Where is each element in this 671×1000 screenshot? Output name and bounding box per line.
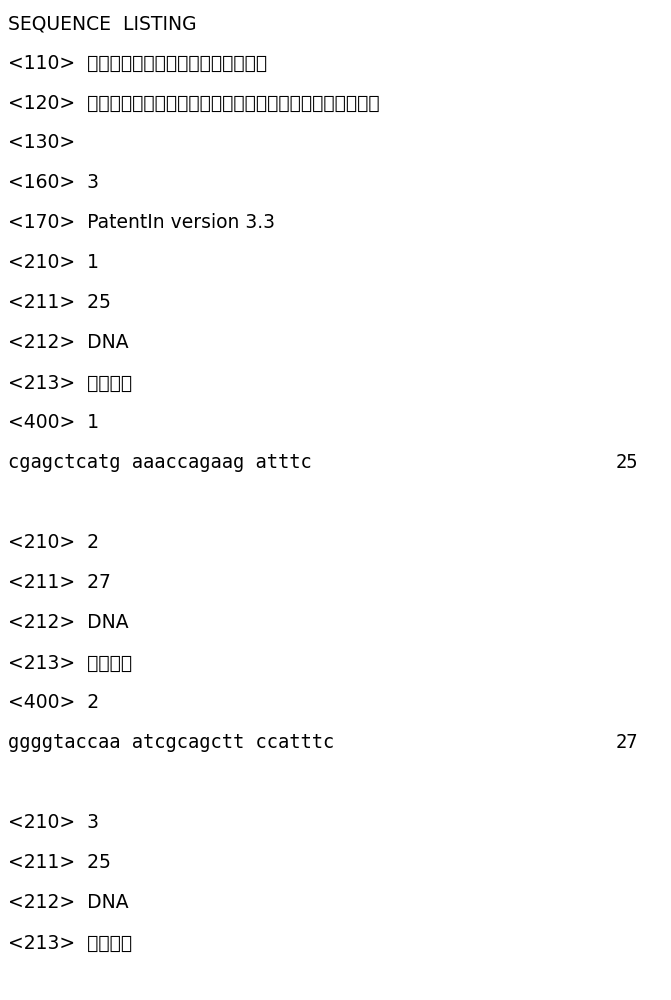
Text: <400>  2: <400> 2 — [8, 694, 99, 712]
Text: <213>  人工合成: <213> 人工合成 — [8, 373, 132, 392]
Text: <210>  2: <210> 2 — [8, 534, 99, 552]
Text: <212>  DNA: <212> DNA — [8, 613, 129, 633]
Text: <213>  人工合成: <213> 人工合成 — [8, 934, 132, 952]
Text: <160>  3: <160> 3 — [8, 174, 99, 192]
Text: <210>  1: <210> 1 — [8, 253, 99, 272]
Text: <211>  25: <211> 25 — [8, 854, 111, 872]
Text: <400>  1: <400> 1 — [8, 414, 99, 432]
Text: <211>  27: <211> 27 — [8, 574, 111, 592]
Text: <213>  人工合成: <213> 人工合成 — [8, 654, 132, 672]
Text: <170>  PatentIn version 3.3: <170> PatentIn version 3.3 — [8, 214, 275, 232]
Text: SEQUENCE  LISTING: SEQUENCE LISTING — [8, 14, 197, 33]
Text: cgagctcatg aaaccagaag atttc: cgagctcatg aaaccagaag atttc — [8, 454, 312, 473]
Text: <110>  中国科学院天津工业生物技术研究所: <110> 中国科学院天津工业生物技术研究所 — [8, 53, 267, 73]
Text: <212>  DNA: <212> DNA — [8, 334, 129, 353]
Text: 25: 25 — [615, 454, 638, 473]
Text: ggggtaccaa atcgcagctt ccatttc: ggggtaccaa atcgcagctt ccatttc — [8, 734, 334, 752]
Text: <212>  DNA: <212> DNA — [8, 894, 129, 912]
Text: <130>: <130> — [8, 133, 75, 152]
Text: <120>  利用葡萄糖生产羟基酥醇的重组大肠杆菌及重组方法及应用: <120> 利用葡萄糖生产羟基酥醇的重组大肠杆菌及重组方法及应用 — [8, 94, 380, 112]
Text: <211>  25: <211> 25 — [8, 294, 111, 312]
Text: 27: 27 — [615, 734, 638, 752]
Text: <210>  3: <210> 3 — [8, 814, 99, 832]
